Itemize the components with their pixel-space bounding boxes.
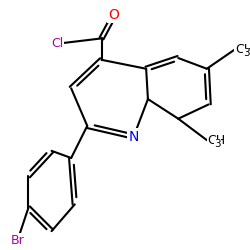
Text: CH: CH bbox=[207, 134, 225, 147]
Text: 3: 3 bbox=[214, 139, 221, 149]
Text: CH: CH bbox=[235, 42, 250, 56]
Text: Cl: Cl bbox=[51, 37, 63, 50]
Text: 3: 3 bbox=[243, 48, 250, 58]
Text: N: N bbox=[128, 130, 139, 143]
Text: Br: Br bbox=[11, 234, 24, 246]
Text: O: O bbox=[108, 8, 120, 22]
